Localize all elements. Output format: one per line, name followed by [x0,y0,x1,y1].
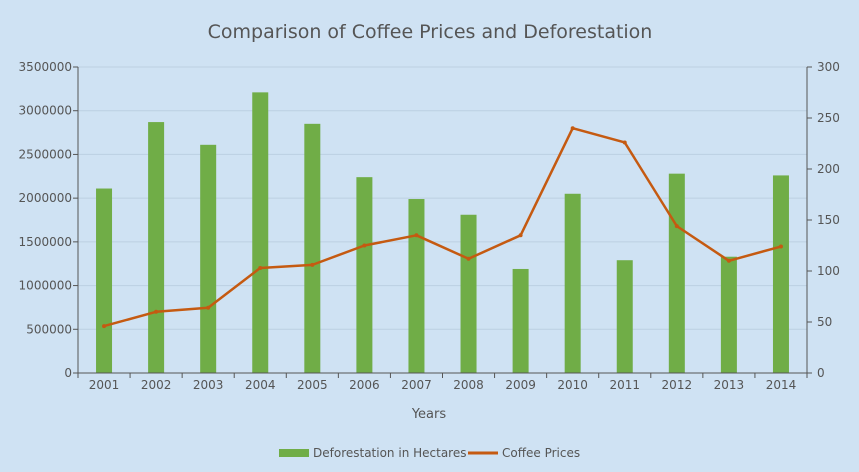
x-tick-label: 2004 [245,378,276,392]
x-tick-label: 2009 [505,378,536,392]
point-coffee-price-2011[interactable] [622,140,627,145]
point-coffee-price-2009[interactable] [518,233,523,238]
point-coffee-price-2010[interactable] [570,126,575,131]
bar-deforestation-2001[interactable] [96,188,113,373]
x-tick-label: 2001 [89,378,120,392]
point-coffee-price-2005[interactable] [310,262,315,267]
bar-deforestation-2006[interactable] [356,177,373,373]
bar-deforestation-2002[interactable] [148,122,165,373]
point-coffee-price-2012[interactable] [674,224,679,229]
y-tick-label: 1500000 [19,235,72,249]
x-tick-label: 2003 [193,378,224,392]
legend-label-coffee-prices[interactable]: Coffee Prices [502,446,580,460]
y2-tick-label: 100 [817,264,840,278]
y-tick-label: 500000 [26,322,72,336]
bar-deforestation-2003[interactable] [200,144,217,373]
bar-deforestation-2010[interactable] [564,193,581,373]
y2-tick-label: 250 [817,111,840,125]
bar-deforestation-2014[interactable] [772,175,789,373]
line-coffee-prices[interactable] [103,126,782,328]
y2-tick-label: 300 [817,60,840,74]
x-tick-label: 2014 [766,378,797,392]
legend-label-deforestation[interactable]: Deforestation in Hectares [313,446,466,460]
y-tick-label: 3500000 [19,60,72,74]
y-tick-label: 1000000 [19,279,72,293]
bar-deforestation-2009[interactable] [512,268,529,373]
x-tick-label: 2002 [141,378,172,392]
y-tick-label: 3000000 [19,104,72,118]
bar-deforestation-2013[interactable] [720,256,737,373]
bar-deforestation-2012[interactable] [668,173,685,373]
point-coffee-price-2006[interactable] [362,243,367,248]
point-coffee-price-2002[interactable] [154,309,159,314]
point-coffee-price-2003[interactable] [206,305,211,310]
x-axis-title: Years [411,407,447,422]
chart-title: Comparison of Coffee Prices and Deforest… [208,21,653,43]
y-tick-label: 2000000 [19,191,72,205]
x-tick-label: 2007 [401,378,432,392]
point-coffee-price-2004[interactable] [258,265,263,270]
bar-deforestation-2008[interactable] [460,214,477,373]
x-tick-label: 2008 [453,378,484,392]
bar-deforestation-2007[interactable] [408,199,425,373]
point-coffee-price-2013[interactable] [726,258,731,263]
legend-swatch-deforestation [279,449,309,457]
bar-deforestation-2004[interactable] [252,92,269,374]
point-coffee-price-2014[interactable] [778,244,783,249]
y-tick-label: 0 [64,366,72,380]
x-tick-label: 2006 [349,378,380,392]
y2-tick-label: 50 [817,315,832,329]
y2-tick-label: 200 [817,162,840,176]
y2-tick-label: 0 [817,366,825,380]
bar-deforestation-2011[interactable] [616,260,633,373]
y2-tick-label: 150 [817,213,840,227]
x-tick-label: 2012 [662,378,693,392]
point-coffee-price-2007[interactable] [414,233,419,238]
x-tick-label: 2005 [297,378,328,392]
point-coffee-price-2008[interactable] [466,256,471,261]
point-coffee-price-2001[interactable] [102,324,107,329]
bar-deforestation-2005[interactable] [304,123,321,373]
x-tick-label: 2010 [557,378,588,392]
x-tick-label: 2011 [609,378,640,392]
y-tick-label: 2500000 [19,147,72,161]
x-tick-label: 2013 [714,378,745,392]
